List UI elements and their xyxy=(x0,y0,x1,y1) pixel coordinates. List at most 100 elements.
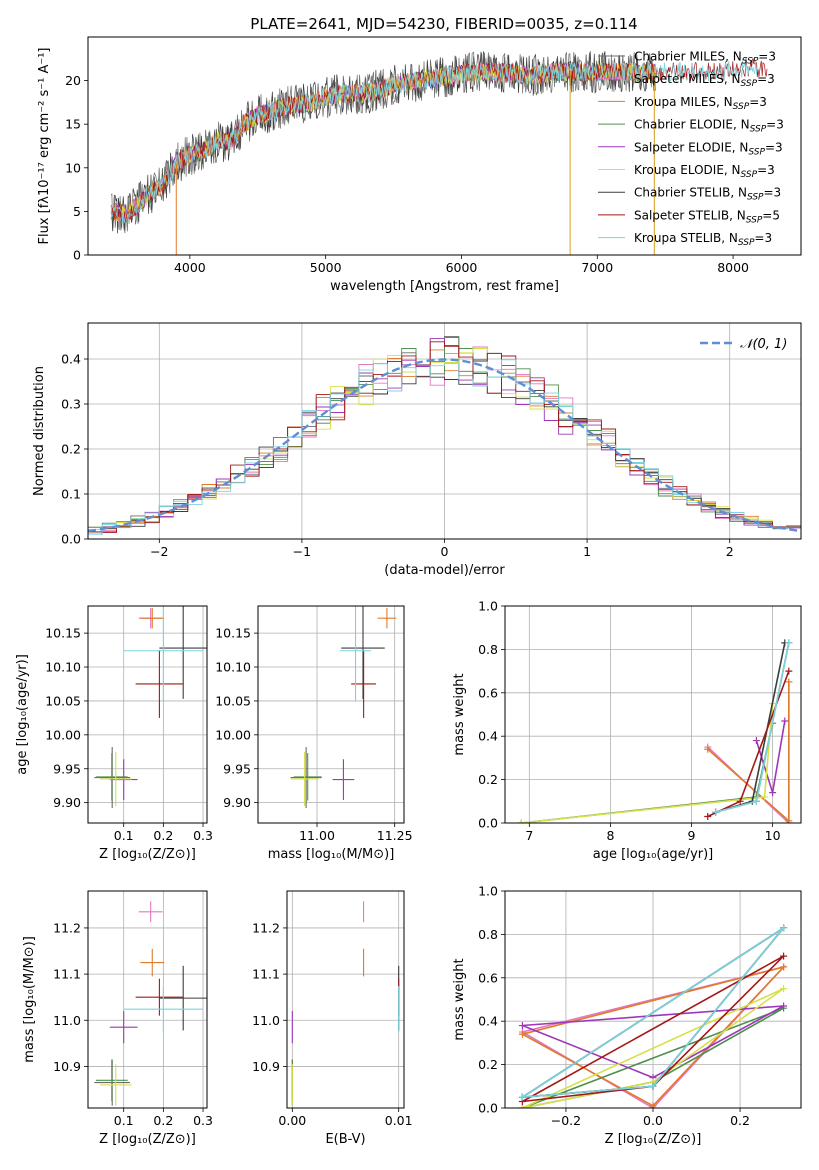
x-tick-label: 7000 xyxy=(581,260,613,275)
histogram-step xyxy=(88,359,801,535)
y-tick-label: 11.2 xyxy=(252,920,280,935)
y-tick-label: 11.0 xyxy=(252,1013,280,1028)
error-cross xyxy=(351,650,377,718)
x-tick-label: 0.0 xyxy=(643,1113,663,1128)
y-tick-label: 5 xyxy=(73,204,81,219)
error-cross xyxy=(290,747,322,809)
axes-frame xyxy=(504,890,802,1109)
error-cross xyxy=(109,759,138,800)
weight-point xyxy=(780,952,788,960)
error-cross xyxy=(138,901,163,923)
x-tick-label: 0 xyxy=(441,544,449,559)
weight-point xyxy=(649,1082,657,1090)
panel-0: 4000 5000 6000 7000 8000 0 5 10 15 20 wavelength [… xyxy=(37,36,802,294)
x-axis-label: (data-model)/error xyxy=(384,563,505,578)
x-tick-label: 8 xyxy=(606,828,614,843)
error-cross xyxy=(140,948,165,977)
error-cross xyxy=(414,608,428,628)
weight-line xyxy=(715,642,790,813)
error-cross xyxy=(332,759,355,800)
y-tick-label: 0.2 xyxy=(61,442,81,457)
spectrum-line xyxy=(110,62,656,221)
x-tick-label: −2 xyxy=(150,544,168,559)
x-tick-label: 2 xyxy=(726,544,734,559)
x-tick-label: 8000 xyxy=(717,260,749,275)
y-tick-label: 10 xyxy=(65,160,81,175)
y-tick-label: 0.2 xyxy=(478,772,498,787)
x-axis-label: mass [log₁₀(M/M⊙)] xyxy=(268,847,395,862)
weight-point xyxy=(785,667,793,675)
y-tick-label: 11.0 xyxy=(53,1013,81,1028)
y-tick-label: 0.0 xyxy=(61,532,81,547)
panel-7: −0.2 0.0 0.2 0.0 0.2 0.4 0.6 0.8 1.0 Z [log₁₀(Z/Z… xyxy=(452,884,802,1147)
x-tick-label: 4000 xyxy=(174,260,206,275)
legend: Chabrier MILES, NSSP=3 Salpeter MILES, NS… xyxy=(598,50,784,248)
weight-point xyxy=(752,797,760,805)
x-tick-label: 0.3 xyxy=(193,828,213,843)
plot-area-1 xyxy=(88,323,801,539)
weight-point xyxy=(712,808,720,816)
weight-point xyxy=(780,1002,788,1010)
y-tick-label: 9.90 xyxy=(53,795,81,810)
error-cross xyxy=(135,978,184,1016)
axes-frame xyxy=(87,36,802,256)
weight-point xyxy=(785,678,793,686)
legend-entry: Salpeter MILES, NSSP=3 xyxy=(634,72,775,89)
legend: 𝒩(0, 1) xyxy=(700,337,787,352)
plot-area-0 xyxy=(110,50,768,255)
error-cross xyxy=(95,1059,128,1102)
x-tick-label: 11.00 xyxy=(299,828,335,843)
plot-area-5 xyxy=(88,891,207,1108)
y-tick-label: 1.0 xyxy=(478,599,498,614)
y-tick-label: 0.4 xyxy=(478,1014,498,1029)
x-tick-label: 0.2 xyxy=(730,1113,750,1128)
y-tick-label: 10.10 xyxy=(215,660,251,675)
y-tick-label: 11.1 xyxy=(252,967,280,982)
y-tick-label: 0.8 xyxy=(478,642,498,657)
y-tick-label: 9.90 xyxy=(223,795,251,810)
y-tick-label: 0.8 xyxy=(478,927,498,942)
legend-entry: Salpeter STELIB, NSSP=5 xyxy=(634,208,780,225)
weight-point xyxy=(780,985,788,993)
axes-frame xyxy=(257,605,405,824)
y-tick-label: 11.2 xyxy=(53,920,81,935)
error-cross xyxy=(99,751,132,807)
spectrum-line xyxy=(110,61,656,222)
weight-point xyxy=(704,745,712,753)
legend-entry: Chabrier ELODIE, NSSP=3 xyxy=(634,118,784,135)
legend-entry: Kroupa ELODIE, NSSP=3 xyxy=(634,163,775,180)
weight-point xyxy=(781,717,789,725)
y-tick-label: 0.0 xyxy=(478,1101,498,1116)
x-tick-label: −0.2 xyxy=(551,1113,581,1128)
weight-point xyxy=(704,812,712,820)
error-cross xyxy=(377,608,397,629)
axes-frame xyxy=(87,322,802,540)
y-tick-label: 1.0 xyxy=(478,884,498,899)
weight-point xyxy=(769,789,777,797)
y-tick-label: 10.05 xyxy=(45,693,81,708)
error-cross xyxy=(123,986,204,1033)
x-axis-label: age [log₁₀(age/yr)] xyxy=(593,847,714,862)
weight-line xyxy=(521,927,785,1098)
error-cross xyxy=(340,606,372,702)
spectrum-line xyxy=(110,59,758,224)
axes-frame xyxy=(504,605,802,824)
weight-point xyxy=(518,1022,526,1030)
y-axis-label: Flux [fλ10⁻¹⁷ erg cm⁻² s⁻¹ A⁻¹] xyxy=(37,48,52,245)
x-tick-label: 10 xyxy=(765,828,781,843)
x-tick-label: 1 xyxy=(583,544,591,559)
weight-point xyxy=(752,737,760,745)
weight-point xyxy=(518,1030,526,1038)
legend-entry: Salpeter ELODIE, NSSP=3 xyxy=(634,140,783,157)
plot-area-6 xyxy=(287,891,404,1108)
y-tick-label: 0.4 xyxy=(478,729,498,744)
weight-point xyxy=(785,639,793,647)
error-cross xyxy=(159,965,207,1031)
legend-entry: Chabrier STELIB, NSSP=3 xyxy=(634,186,781,203)
x-axis-label: Z [log₁₀(Z/Z⊙)] xyxy=(605,1132,702,1147)
x-tick-label: 0.1 xyxy=(114,828,134,843)
y-tick-label: 11.1 xyxy=(53,967,81,982)
y-tick-label: 10.15 xyxy=(45,626,81,641)
weight-line xyxy=(522,987,785,1108)
